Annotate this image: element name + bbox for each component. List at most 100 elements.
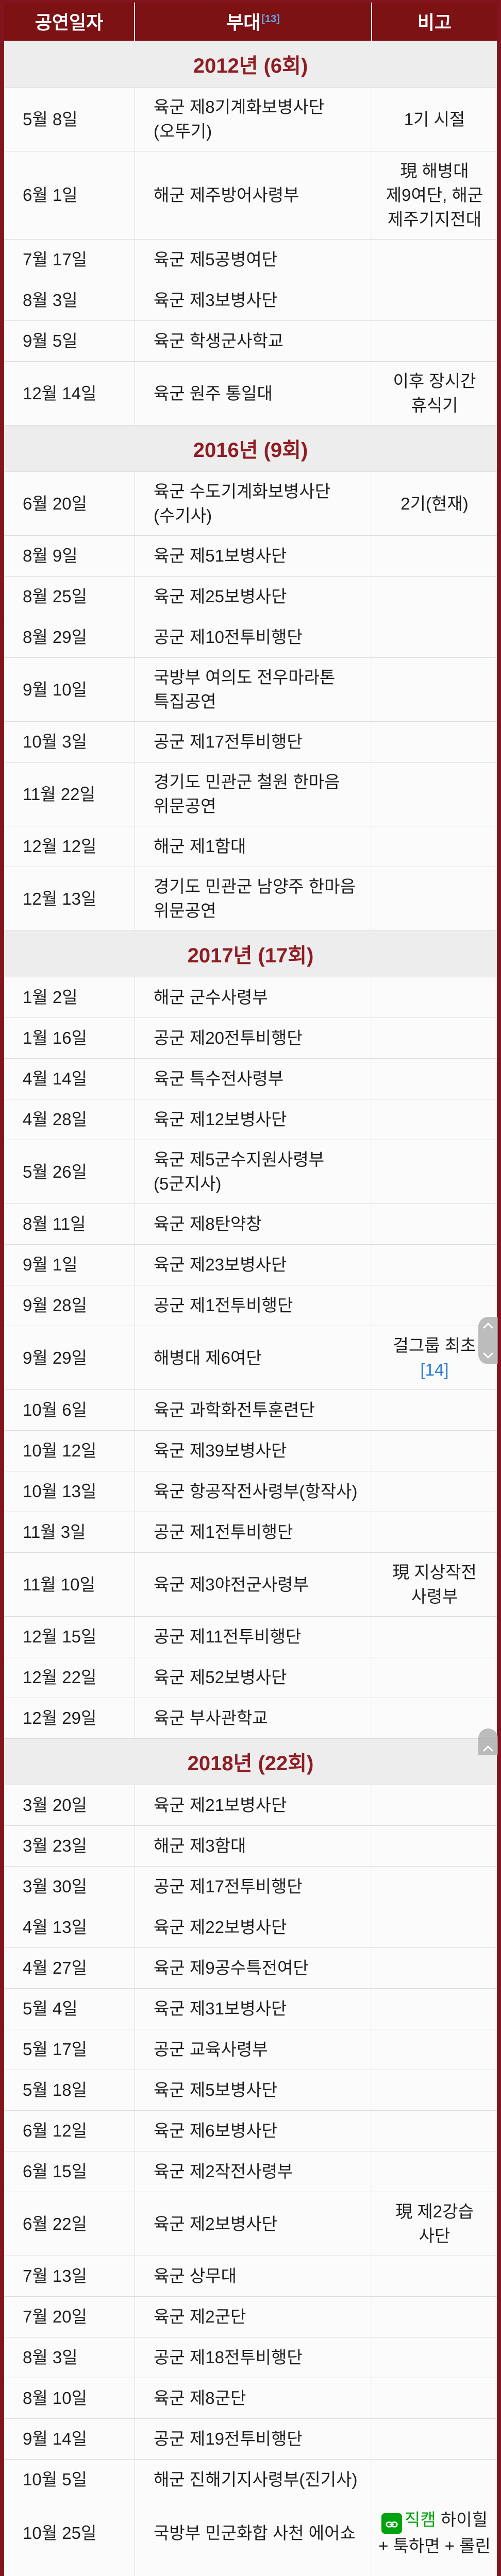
- note-cell: [372, 1431, 497, 1471]
- unit-cell: 육군 제3보병사단: [135, 280, 372, 320]
- table-body: 2012년 (6회) 5월 8일 육군 제8기계화보병사단(오뚜기) 1기 시절 6월 …: [4, 41, 497, 2576]
- note-cell: 現 해병대 제9여단, 해군 제주기지전대: [372, 151, 497, 239]
- note-cell: [372, 1698, 497, 1738]
- note-cell: [372, 1245, 497, 1285]
- table-row: 1월 16일 공군 제20전투비행단: [4, 1018, 497, 1058]
- note-text: 1기 시절: [404, 109, 465, 129]
- unit-cell: 공군 제20전투비행단: [135, 1018, 372, 1058]
- performance-date-cell: 6월 12일: [4, 2111, 135, 2151]
- note-text: 現 지상작전 사령부: [392, 1563, 477, 1606]
- performance-date-cell: 8월 3일: [4, 2337, 135, 2378]
- performance-date-cell: 12월 13일: [4, 867, 135, 930]
- note-cell: [372, 1617, 497, 1657]
- performance-date-cell: 6월 15일: [4, 2151, 135, 2192]
- note-cell: [372, 1471, 497, 1512]
- table-row: 9월 10일 국방부 여의도 전우마라톤 특집공연: [4, 657, 497, 721]
- table-row: 3월 20일 육군 제21보병사단: [4, 1785, 497, 1825]
- performance-date-cell: 3월 23일: [4, 1826, 135, 1866]
- performance-date-cell: 12월 22일: [4, 1657, 135, 1698]
- table-row: 5월 4일 육군 제31보병사단: [4, 1988, 497, 2029]
- unit-cell: 공군 제1전투비행단: [135, 1512, 372, 1552]
- note-cell: [372, 1099, 497, 1140]
- table-row: 11월 22일 경기도 민관군 철원 한마음 위문공연: [4, 762, 497, 826]
- note-cell: 2기(현재): [372, 472, 497, 535]
- performance-date-cell: 10월 6일: [4, 1390, 135, 1430]
- note-cell: [372, 1059, 497, 1099]
- note-cell: [372, 2460, 497, 2500]
- performance-date-cell: 5월 4일: [4, 1989, 135, 2029]
- note-cell: 1기 시절: [372, 88, 497, 151]
- table-row: 6월 20일 육군 수도기계화보병사단(수기사) 2기(현재): [4, 471, 497, 535]
- performance-date-cell: 8월 29일: [4, 617, 135, 657]
- scrollbar-widget[interactable]: [478, 1317, 498, 1364]
- unit-cell: 국방부 여의도 전우마라톤 특집공연: [135, 658, 372, 721]
- table-row: 9월 28일 공군 제1전투비행단: [4, 1285, 497, 1326]
- unit-cell: 공군 제17전투비행단: [135, 1867, 372, 1907]
- performance-date-cell: 5월 26일: [4, 1140, 135, 1204]
- table-row: 9월 14일 공군 제19전투비행단: [4, 2418, 497, 2459]
- note-text: 이후 장시간 휴식기: [393, 371, 476, 415]
- external-video-link[interactable]: 직캠: [381, 2510, 436, 2534]
- header-date-label: 공연일자: [35, 12, 104, 33]
- unit-cell: 육군 제2보병사단: [135, 2192, 372, 2256]
- unit-cell: 공군 교육사령부: [135, 2029, 372, 2070]
- unit-cell: 육군 학생군사학교: [135, 321, 372, 361]
- table-row: 12월 22일 육군 제52보병사단: [4, 1657, 497, 1698]
- unit-cell: 육군 제6보병사단: [135, 2111, 372, 2151]
- note-cell: 現 제2강습 사단: [372, 2192, 497, 2256]
- performance-date-cell: 6월 20일: [4, 472, 135, 535]
- note-cell: [372, 617, 497, 657]
- unit-cell: 육군 제5군수지원사령부(5군지사): [135, 1140, 372, 1204]
- scroll-down-icon[interactable]: [482, 1352, 494, 1359]
- scrollbar-widget[interactable]: [478, 1728, 498, 1755]
- note-cell: [372, 867, 497, 930]
- table-row: 5월 17일 공군 교육사령부: [4, 2029, 497, 2070]
- table-row: 6월 15일 육군 제2작전사령부: [4, 2151, 497, 2192]
- scroll-up-icon[interactable]: [482, 1745, 494, 1752]
- performance-date-cell: 7월 13일: [4, 2256, 135, 2296]
- table-row: 10월 5일 해군 진해기지사령부(진기사): [4, 2459, 497, 2500]
- note-cell: [372, 1826, 497, 1866]
- year-section-header: 2012년 (6회): [4, 41, 497, 87]
- performance-date-cell: 1월 16일: [4, 1018, 135, 1058]
- performance-date-cell: 9월 28일: [4, 1285, 135, 1326]
- unit-cell: 육군 제52보병사단: [135, 1657, 372, 1698]
- table-row: 5월 8일 육군 제8기계화보병사단(오뚜기) 1기 시절: [4, 87, 497, 151]
- note-cell: [372, 1657, 497, 1698]
- unit-cell: 해군 제1함대: [135, 826, 372, 867]
- note-cell: [372, 240, 497, 280]
- performance-date-cell: 9월 1일: [4, 1245, 135, 1285]
- footnote-link[interactable]: [14]: [420, 1360, 449, 1379]
- note-text: 하이힐 + 툭하면 + 롤린: [378, 2510, 491, 2555]
- performance-date-cell: 12월 15일: [4, 1617, 135, 1657]
- year-section-header: 2018년 (22회): [4, 1738, 497, 1785]
- note-cell: 걸그룹 최초 [14]: [372, 1326, 497, 1389]
- note-cell: [372, 1948, 497, 1988]
- note-text: 現 제2강습 사단: [395, 2202, 474, 2245]
- performance-date-cell: 5월 18일: [4, 2070, 135, 2110]
- unit-cell: 육군 항공작전사령부(항작사): [135, 1471, 372, 1512]
- table-row: 12월 12일 해군 제1함대: [4, 826, 497, 867]
- performance-date-cell: 9월 29일: [4, 1326, 135, 1389]
- table-row: 3월 30일 공군 제17전투비행단: [4, 1866, 497, 1907]
- unit-cell: 육군 상무대: [135, 2256, 372, 2296]
- unit-cell: 육군 특수전사령부: [135, 1059, 372, 1099]
- footnote-13-link[interactable]: [13]: [261, 13, 280, 25]
- performance-date-cell: 6월 1일: [4, 151, 135, 239]
- table-row: 10월 6일 육군 과학화전투훈련단: [4, 1389, 497, 1430]
- unit-cell: 육군 제51보병사단: [135, 536, 372, 576]
- table-row: 9월 1일 육군 제23보병사단: [4, 1244, 497, 1285]
- unit-cell: 경기도 민관군 철원 한마음 위문공연: [135, 762, 372, 826]
- performance-date-cell: 7월 17일: [4, 240, 135, 280]
- table-row: 12월 14일 육군 원주 통일대 이후 장시간 휴식기: [4, 361, 497, 425]
- performance-date-cell: 8월 25일: [4, 577, 135, 617]
- note-cell: [372, 1867, 497, 1907]
- performance-date-cell: 10월 5일: [4, 2460, 135, 2500]
- note-cell: [372, 2070, 497, 2110]
- table-row: 4월 28일 육군 제12보병사단: [4, 1099, 497, 1140]
- unit-cell: 육군 과학화전투훈련단: [135, 1390, 372, 1430]
- unit-cell: 육군 제8기계화보병사단(오뚜기): [135, 88, 372, 151]
- scroll-up-icon[interactable]: [482, 1322, 494, 1329]
- note-cell: [372, 1390, 497, 1430]
- unit-cell: 육군 제39보병사단: [135, 1431, 372, 1471]
